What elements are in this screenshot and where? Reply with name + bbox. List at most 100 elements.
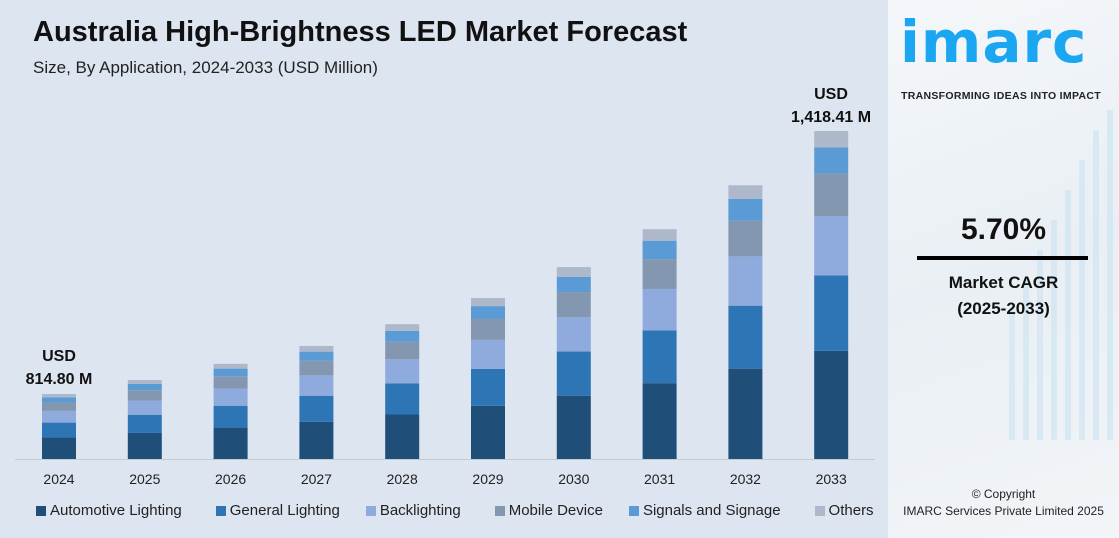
bar-segment-signals-and-signage-2030 [556, 276, 591, 293]
bar-segment-mobile-device-2032 [728, 220, 763, 257]
start-annotation-currency: USD [42, 348, 76, 365]
bar-segment-automotive-lighting-2032 [728, 368, 763, 459]
copyright-symbol-text: © Copyright [971, 487, 1036, 501]
bar-segment-mobile-device-2025 [127, 390, 162, 401]
bar-segment-mobile-device-2027 [299, 360, 334, 376]
x-tick-label: 2029 [472, 471, 503, 487]
legend-item: Signals and Signage [628, 502, 781, 519]
bar-segment-automotive-lighting-2028 [385, 414, 420, 459]
bar-segment-general-lighting-2029 [471, 368, 505, 406]
x-tick-label: 2026 [215, 471, 246, 487]
bar-segment-mobile-device-2028 [385, 341, 420, 360]
bar-segment-automotive-lighting-2026 [213, 427, 248, 459]
legend-item: Others [814, 502, 874, 519]
bar-segment-mobile-device-2024 [42, 402, 76, 411]
legend-label: Others [828, 502, 874, 519]
legend: Automotive Lighting General Lighting Backl… [36, 502, 874, 519]
bar-segment-signals-and-signage-2033 [814, 147, 849, 174]
bar-segment-others-2024 [42, 394, 76, 398]
bar-segment-general-lighting-2033 [814, 275, 849, 351]
x-tick-label: 2028 [387, 471, 418, 487]
legend-swatch [365, 505, 376, 516]
bar-segment-others-2030 [556, 267, 591, 277]
bar-segment-others-2029 [471, 298, 505, 307]
chart-title: Australia High-Brightness LED Market For… [33, 16, 688, 48]
x-tick-label: 2033 [816, 471, 847, 487]
bar-segment-general-lighting-2027 [299, 395, 334, 422]
company-name: IMARC Services Private Limited 2025 [903, 504, 1104, 518]
bar-segment-backlighting-2025 [127, 400, 162, 415]
divider [917, 256, 1088, 260]
legend-label: Backlighting [379, 502, 461, 519]
bar-segment-mobile-device-2033 [814, 173, 849, 217]
bar-segment-automotive-lighting-2027 [299, 421, 334, 459]
bar-segment-automotive-lighting-2030 [556, 395, 591, 459]
bar-segment-general-lighting-2028 [385, 383, 420, 415]
legend-swatch [494, 505, 505, 516]
imarc-logo: imarc [900, 8, 1088, 76]
x-tick-label: 2030 [558, 471, 589, 487]
bar-segment-general-lighting-2026 [213, 405, 248, 428]
cagr-value: 5.70% [960, 213, 1047, 246]
bar-segment-general-lighting-2025 [127, 414, 162, 433]
bar-segment-mobile-device-2026 [213, 376, 248, 389]
bar-segment-backlighting-2032 [728, 256, 763, 306]
bar-segment-general-lighting-2031 [642, 330, 677, 384]
bar-segment-mobile-device-2030 [556, 292, 591, 318]
cagr-period: (2025-2033) [957, 299, 1050, 318]
bar-segment-backlighting-2028 [385, 359, 420, 384]
bar-segment-automotive-lighting-2024 [42, 437, 76, 459]
bar-segment-signals-and-signage-2025 [127, 383, 162, 391]
bar-segment-others-2027 [299, 345, 334, 352]
legend-label: Signals and Signage [642, 502, 781, 519]
stacked-bar-chart: 2024 2025 2026 2027 2028 2029 2030 2031 2032 2033 [15, 131, 875, 487]
legend-label: General Lighting [229, 502, 340, 519]
bar-segment-signals-and-signage-2026 [213, 368, 248, 377]
background-chart-graphic [1009, 110, 1113, 440]
legend-swatch [36, 505, 46, 516]
bar-segment-automotive-lighting-2033 [814, 350, 849, 459]
start-value-annotation: USD 814.80 M [18, 345, 100, 391]
bar-segment-automotive-lighting-2031 [642, 383, 677, 459]
legend-item: Automotive Lighting [36, 502, 182, 519]
bar-segment-backlighting-2026 [213, 388, 248, 406]
legend-label: Automotive Lighting [50, 502, 182, 519]
bar-segment-backlighting-2024 [42, 410, 76, 423]
bar-segment-signals-and-signage-2028 [385, 330, 420, 342]
legend-item: Mobile Device [494, 502, 603, 519]
cagr-label-text: Market CAGR [948, 273, 1059, 292]
bar-segment-automotive-lighting-2029 [471, 405, 505, 459]
info-panel: imarc TRANSFORMING IDEAS INTO IMPACT 5.7… [888, 0, 1119, 538]
bar-segment-others-2028 [385, 324, 420, 331]
x-tick-label: 2024 [43, 471, 74, 487]
bar-segment-others-2026 [213, 363, 248, 369]
legend-item: General Lighting [215, 502, 340, 519]
bar-segment-backlighting-2031 [642, 288, 677, 331]
tagline: TRANSFORMING IDEAS INTO IMPACT [901, 90, 1101, 102]
bar-segment-signals-and-signage-2031 [642, 240, 677, 260]
bar-segment-signals-and-signage-2027 [299, 351, 334, 361]
bar-segment-backlighting-2029 [471, 339, 505, 369]
copyright: © Copyright IMARC Services Private Limit… [888, 486, 1119, 520]
x-tick-label: 2032 [730, 471, 761, 487]
x-tick-label: 2027 [301, 471, 332, 487]
bar-segment-signals-and-signage-2024 [42, 397, 76, 403]
legend-swatch [215, 505, 226, 516]
legend-item: Backlighting [365, 502, 461, 519]
bar-segment-signals-and-signage-2029 [471, 306, 505, 319]
x-tick-label: 2031 [644, 471, 675, 487]
bar-segment-others-2032 [728, 185, 763, 199]
x-tick-label: 2025 [129, 471, 160, 487]
bar-segment-mobile-device-2029 [471, 318, 505, 340]
bar-segment-automotive-lighting-2025 [127, 432, 162, 459]
bar-segment-signals-and-signage-2032 [728, 198, 763, 221]
bar-segment-general-lighting-2032 [728, 305, 763, 369]
bar-segment-others-2025 [127, 379, 162, 384]
bar-segment-backlighting-2027 [299, 375, 334, 396]
start-annotation-value: 814.80 M [25, 371, 93, 388]
bar-segment-backlighting-2030 [556, 317, 591, 352]
end-annotation-value: 1,418.41 M [790, 109, 872, 126]
bar-segment-others-2031 [642, 229, 677, 241]
bar-segment-mobile-device-2031 [642, 259, 677, 289]
end-value-annotation: USD 1,418.41 M [781, 83, 881, 129]
